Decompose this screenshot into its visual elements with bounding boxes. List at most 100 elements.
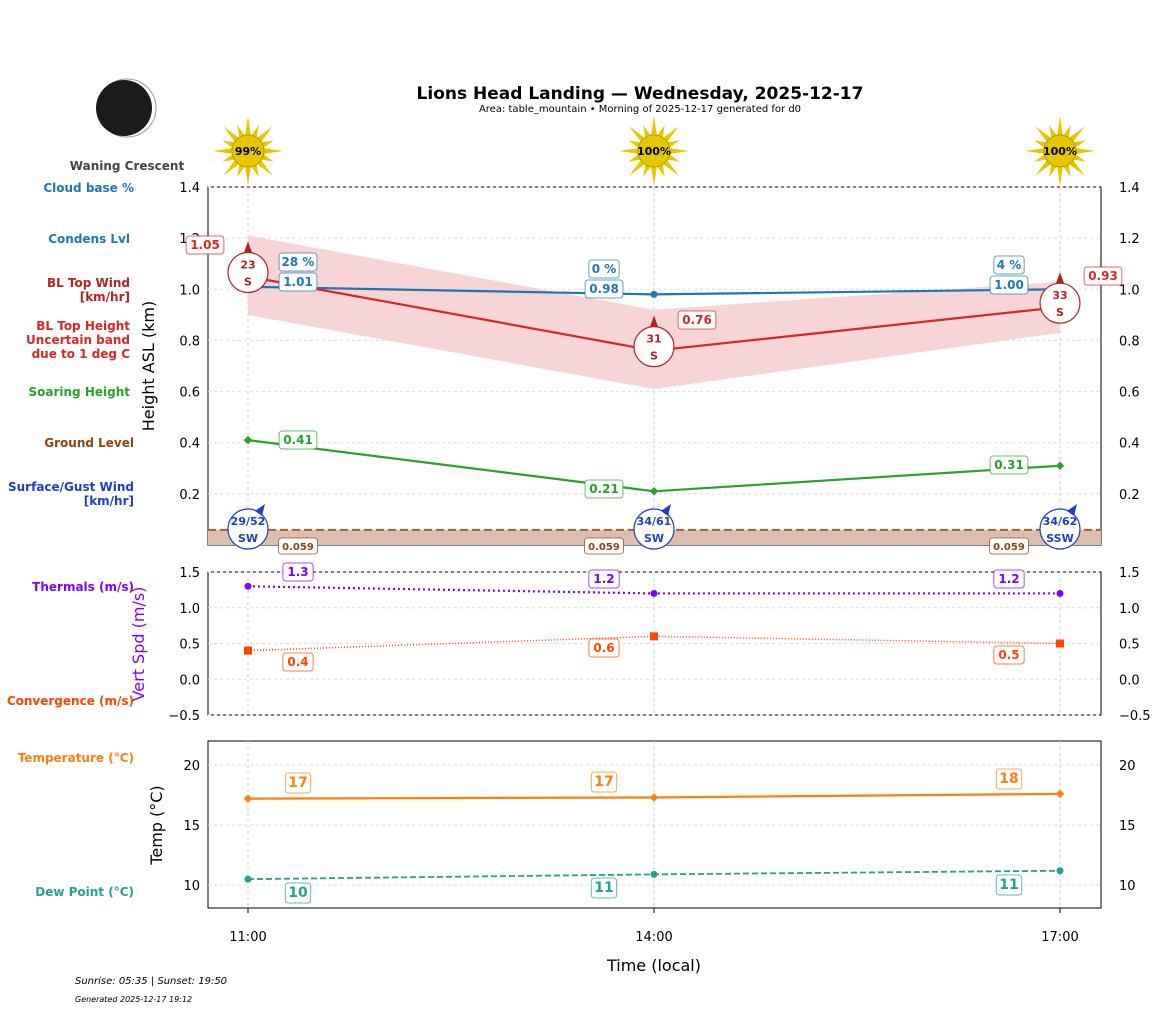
wind-circle [633,508,675,550]
sun-ray [667,154,680,162]
wind-arrow-icon [650,315,658,327]
sun-ray [261,140,274,148]
convergence-label-box [588,638,620,658]
value-label: 1.05 [190,238,220,252]
sun-icon: 100% [1025,116,1095,186]
wind-speed: 34/61 [637,515,672,528]
cloud-base-label-box [278,252,318,272]
sun-ray [628,140,641,148]
wind-circle [1039,508,1081,550]
sun-disc [1043,134,1077,168]
wind-barb-icon: 34/62 SSW [1039,504,1081,550]
value-label-box [1083,266,1123,286]
sun-ray [629,126,645,142]
sun-disc [637,134,671,168]
sun-ray [1035,126,1051,142]
y-tick-label-right: 0.0 [1119,673,1140,688]
sun-ray [619,148,639,154]
sun-percent: 99% [235,145,261,158]
soaring-height-point [243,435,253,445]
cloud-base-label: 4 % [997,258,1022,272]
wind-direction: SSW [1046,532,1073,545]
uncertainty-band [248,235,1060,390]
sun-ray [1035,160,1051,176]
y-tick-label: 10 [183,879,200,894]
cloud-base-label-box [993,255,1025,275]
wind-barb-icon: 31 S [633,315,675,368]
temperature-point [243,794,253,803]
sun-ray [628,154,641,162]
side-label: Temperature (°C) [18,751,134,765]
value-label: 0.41 [283,433,313,447]
convergence-label-box [282,652,314,672]
convergence-line [247,635,1061,652]
sun-ray [1063,125,1071,138]
sun-ray [667,140,680,148]
wind-speed: 29/52 [231,515,266,528]
y-tick-label-right: 0.2 [1119,488,1140,503]
sun-ray [651,116,657,136]
side-label: BL Top Height Uncertain band due to 1 deg … [26,319,130,361]
cloud-base-label: 28 % [282,255,315,269]
chart-title: Lions Head Landing — Wednesday, 2025-12-… [417,84,864,104]
thermals-point [650,589,658,597]
dew-point-point [650,870,658,878]
value-label-box [989,455,1029,475]
sun-ray [257,126,273,142]
sun-ray [1049,164,1057,177]
value-label-box [584,537,624,555]
sun-ray [1069,160,1085,176]
sun-ray [1073,140,1086,148]
chart-subtitle: Area: table_mountain • Morning of 2025-1… [479,104,801,115]
y-tick-label-right: 1.4 [1119,181,1140,196]
y-tick-label: 15 [183,819,200,834]
sun-ray [237,125,245,138]
moon-phase-label: Waning Crescent [70,159,185,173]
sun-ray [1063,164,1071,177]
y-tick-label-right: 1.0 [1119,283,1140,298]
thermal-label: 1.3 [287,565,308,579]
value-label-box [185,235,225,255]
sun-ray [663,160,679,176]
convergence-point [1056,639,1064,648]
y-tick-label-right: 0.4 [1119,437,1140,452]
cloud-base-label-box [588,259,620,279]
thermals-point [244,582,252,590]
temperature-label-box [284,772,312,794]
generated-time: Generated 2025-12-17 19:12 [75,995,192,1004]
sun-ray [222,154,235,162]
sun-ray [643,125,651,138]
wind-direction: S [650,350,658,363]
temperature-label: 17 [594,774,613,790]
x-tick-label: 14:00 [635,930,672,945]
sun-icon: 100% [619,116,689,186]
y-tick-label-right: 10 [1119,879,1136,894]
wind-speed: 23 [240,259,255,272]
y-tick-label: 0.8 [179,334,200,349]
wind-direction: S [1056,306,1064,319]
convergence-label: 0.6 [593,641,614,655]
wind-speed: 34/62 [1043,515,1078,528]
y-tick-label-right: 1.0 [1119,602,1140,617]
value-label-box [677,310,717,330]
temperature-label-box [590,771,618,793]
y-axis-label: Height ASL (km) [139,301,158,431]
value-label: 1.01 [283,275,313,289]
sun-icon: 99% [213,116,283,186]
sun-ray [251,125,259,138]
convergence-label-box [993,645,1025,665]
soaring-height-point [1055,461,1065,470]
condens-level-point [650,290,658,298]
moon-icon [96,78,157,138]
cloud-base-label: 0 % [592,262,617,276]
sun-ray [245,166,251,186]
y-tick-label-right: 20 [1119,759,1136,774]
wind-arrow-icon [1067,504,1077,516]
y-tick-label-right: 0.6 [1119,386,1140,401]
y-tick-label: 0.6 [179,386,200,401]
dew-point-label: 10 [288,885,308,901]
sun-ray [1025,148,1045,154]
value-label-box [278,272,318,292]
y-tick-label-right: 1.2 [1119,232,1140,247]
